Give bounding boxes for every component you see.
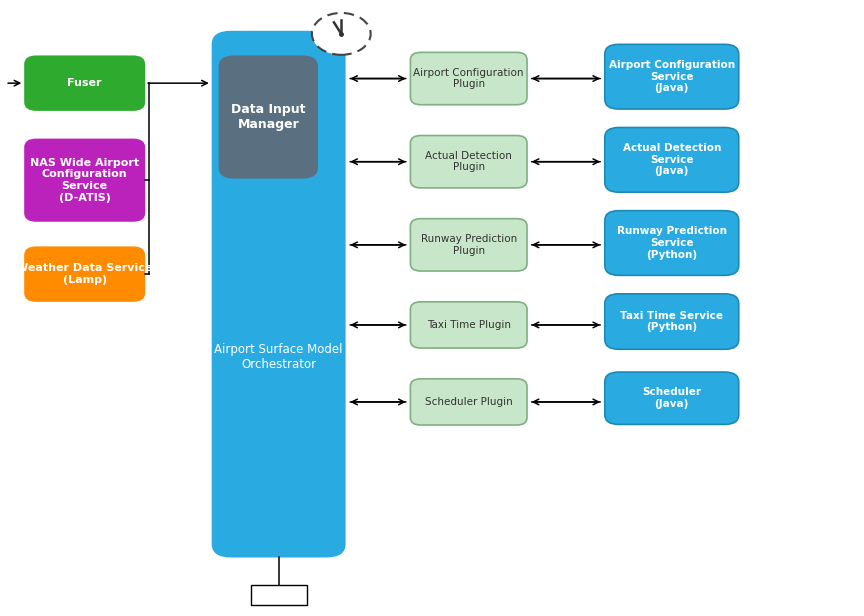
FancyBboxPatch shape — [605, 128, 739, 192]
FancyBboxPatch shape — [410, 52, 527, 105]
Text: Actual Detection
Service
(Java): Actual Detection Service (Java) — [623, 144, 721, 176]
FancyBboxPatch shape — [605, 294, 739, 349]
Text: Runway Prediction
Service
(Python): Runway Prediction Service (Python) — [617, 227, 727, 259]
FancyBboxPatch shape — [212, 31, 346, 557]
Text: Scheduler Plugin: Scheduler Plugin — [425, 397, 512, 407]
FancyBboxPatch shape — [24, 55, 145, 111]
Text: Weather Data Service
(Lamp): Weather Data Service (Lamp) — [16, 263, 153, 285]
Text: Data Input
Manager: Data Input Manager — [231, 103, 306, 131]
Text: Airport Surface Model
Orchestrator: Airport Surface Model Orchestrator — [214, 343, 343, 371]
Text: Fuser: Fuser — [67, 78, 102, 88]
FancyBboxPatch shape — [24, 246, 145, 302]
Text: Airport Configuration
Service
(Java): Airport Configuration Service (Java) — [609, 60, 734, 93]
FancyBboxPatch shape — [219, 55, 318, 179]
FancyBboxPatch shape — [24, 139, 145, 222]
Text: NAS Wide Airport
Configuration
Service
(D-ATIS): NAS Wide Airport Configuration Service (… — [30, 158, 139, 203]
Text: Taxi Time Plugin: Taxi Time Plugin — [427, 320, 511, 330]
FancyBboxPatch shape — [410, 136, 527, 188]
Text: Runway Prediction
Plugin: Runway Prediction Plugin — [421, 234, 517, 256]
FancyBboxPatch shape — [605, 211, 739, 275]
Text: Taxi Time Service
(Python): Taxi Time Service (Python) — [620, 310, 723, 333]
Circle shape — [312, 13, 371, 55]
FancyBboxPatch shape — [251, 585, 307, 605]
Text: Actual Detection
Plugin: Actual Detection Plugin — [425, 151, 512, 172]
Text: Airport Configuration
Plugin: Airport Configuration Plugin — [414, 68, 524, 89]
FancyBboxPatch shape — [410, 379, 527, 425]
Text: Scheduler
(Java): Scheduler (Java) — [642, 387, 702, 409]
FancyBboxPatch shape — [605, 372, 739, 424]
FancyBboxPatch shape — [410, 219, 527, 271]
FancyBboxPatch shape — [605, 44, 739, 109]
FancyBboxPatch shape — [410, 302, 527, 348]
